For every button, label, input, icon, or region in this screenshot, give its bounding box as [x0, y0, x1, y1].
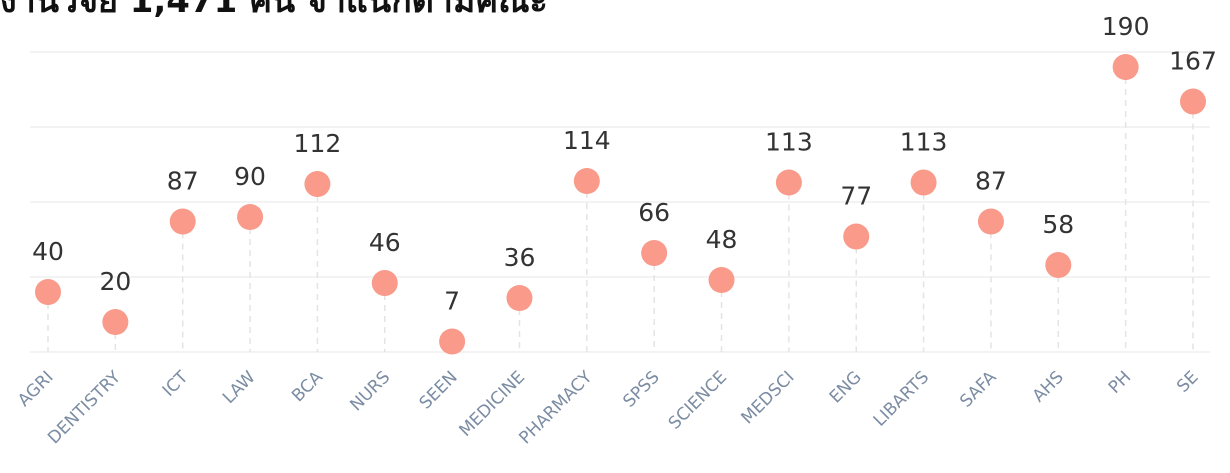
- dot: [977, 208, 1004, 235]
- x-tick-label: ICT: [159, 367, 193, 401]
- value-label: 113: [900, 128, 948, 157]
- value-label: 40: [32, 237, 64, 266]
- x-tick-label: SEEN: [416, 367, 462, 413]
- dot: [237, 204, 264, 230]
- dot: [102, 309, 129, 335]
- dot: [1112, 54, 1139, 80]
- value-label: 167: [1169, 47, 1217, 76]
- dot: [169, 208, 196, 235]
- dot: [1180, 88, 1206, 115]
- value-label: 87: [975, 167, 1007, 196]
- value-label: 112: [294, 129, 342, 158]
- x-tick-label: NURS: [346, 367, 394, 415]
- dot: [641, 240, 668, 266]
- x-tick-label: PHARMACY: [515, 367, 596, 448]
- value-label: 90: [234, 162, 266, 191]
- value-label: 113: [765, 128, 813, 157]
- chart-title: งานวิจัย 1,471 คน จำแนกตามคณะ: [0, 0, 548, 21]
- value-label: 66: [638, 198, 670, 227]
- dot: [506, 285, 533, 311]
- dot: [439, 328, 466, 355]
- dot: [910, 169, 937, 196]
- dot: [304, 171, 331, 197]
- x-tick-label: SE: [1173, 367, 1202, 396]
- x-tick-label: LAW: [219, 367, 260, 408]
- value-label: 58: [1042, 210, 1074, 239]
- dot: [843, 223, 870, 250]
- x-tick-label: BCA: [288, 367, 327, 406]
- value-label: 7: [444, 287, 460, 316]
- value-label: 36: [504, 243, 536, 272]
- x-tick-label: LIBARTS: [870, 367, 933, 430]
- x-tick-label: SAFA: [956, 367, 1001, 412]
- x-tick-label: DENTISTRY: [44, 367, 125, 448]
- x-tick-label: SCIENCE: [665, 367, 731, 433]
- dot: [1045, 252, 1072, 278]
- x-tick-label: ENG: [826, 367, 866, 407]
- value-label: 87: [167, 167, 199, 196]
- x-tick-label: AHS: [1029, 367, 1068, 406]
- value-label: 114: [563, 126, 611, 155]
- dot: [35, 279, 61, 305]
- dot: [708, 267, 735, 293]
- value-label: 190: [1102, 12, 1150, 41]
- x-tick-label: MEDICINE: [456, 367, 529, 440]
- value-label: 48: [706, 225, 738, 254]
- value-label: 46: [369, 228, 401, 257]
- dot: [371, 270, 398, 296]
- x-tick-label: SPSS: [619, 367, 663, 411]
- x-tick-label: PH: [1105, 367, 1135, 397]
- value-label: 77: [840, 182, 872, 211]
- x-tick-label: MEDSCI: [737, 367, 798, 428]
- dot: [573, 168, 600, 194]
- dot: [775, 169, 802, 196]
- x-tick-label: AGRI: [14, 367, 57, 410]
- value-label: 20: [99, 267, 131, 296]
